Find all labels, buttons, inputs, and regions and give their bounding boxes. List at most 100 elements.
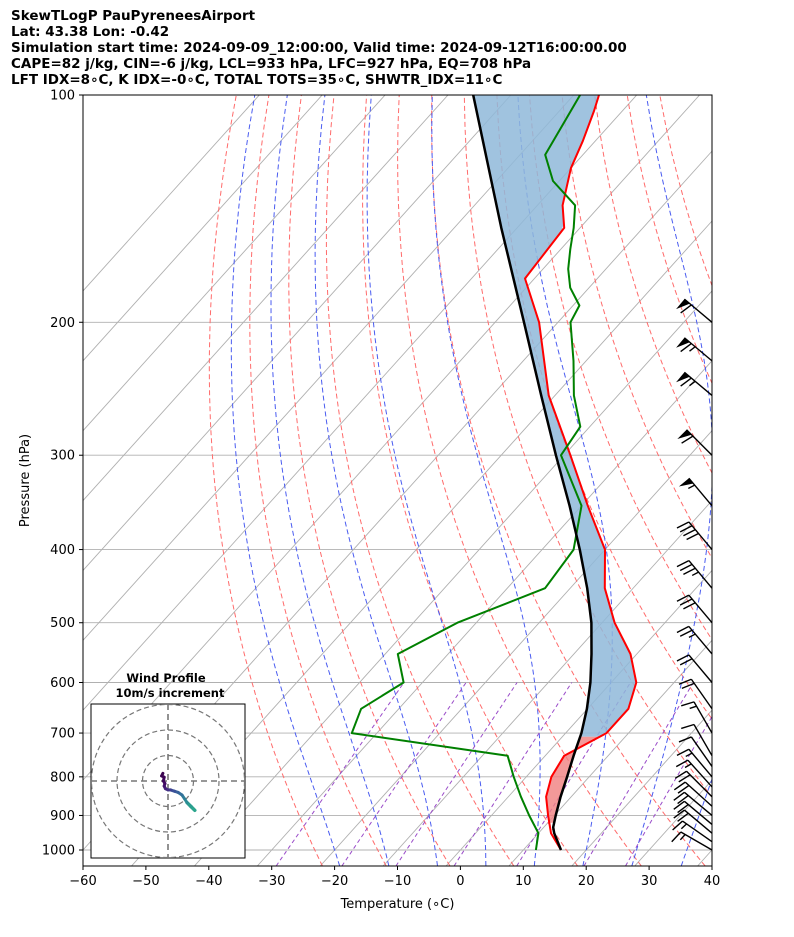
hodograph-segment	[160, 771, 165, 778]
chart-title: SkewTLogP PauPyreneesAirport	[11, 8, 256, 24]
location-line: Lat: 43.38 Lon: -0.42	[11, 24, 170, 40]
index-line: LFT IDX=8∘C, K IDX=-0∘C, TOTAL TOTS=35∘C…	[11, 72, 503, 88]
x-tick-label: −20	[321, 874, 348, 889]
hodograph-subtitle: 10m/s increment	[116, 686, 225, 700]
wind-barb-staff	[688, 594, 713, 624]
wind-barb-feather	[683, 567, 696, 575]
moist-adiabat-line	[366, 95, 487, 866]
wind-barb	[672, 820, 713, 843]
cape-line: CAPE=82 j/kg, CIN=-6 j/kg, LCL=933 hPa, …	[11, 56, 532, 72]
isotherm-line	[83, 95, 575, 642]
wind-barb-flag	[676, 299, 690, 310]
dry-adiabat-line	[561, 95, 712, 560]
x-axis-label: Temperature (∘C)	[340, 897, 455, 912]
wind-barb-half-feather	[679, 834, 686, 841]
x-tick-label: −30	[258, 874, 285, 889]
wind-barb-staff	[688, 560, 713, 589]
wind-barb-feather	[679, 658, 693, 666]
wind-barb-staff	[683, 791, 713, 816]
x-tick-label: 10	[515, 874, 532, 889]
wind-barb-half-feather	[684, 763, 692, 769]
x-tick-label: 30	[641, 874, 658, 889]
wind-barb-feather	[681, 723, 695, 730]
isotherm-line	[83, 95, 260, 292]
y-axis-label: Pressure (hPa)	[18, 434, 33, 527]
wind-barb	[678, 678, 713, 710]
isotherm-line	[194, 290, 712, 866]
y-tick-label: 900	[50, 809, 75, 824]
wind-barb-staff	[693, 701, 713, 734]
hodograph-title: Wind Profile	[126, 671, 206, 685]
dry-adiabat-line	[362, 95, 579, 866]
wind-barb-feather	[679, 563, 693, 572]
wind-barb-staff	[682, 820, 713, 843]
dry-adiabat-line	[594, 95, 712, 475]
wind-barb	[673, 781, 713, 807]
x-tick-label: −50	[132, 874, 159, 889]
isotherm-line	[445, 569, 712, 866]
wind-barb-feather	[680, 304, 692, 314]
wind-barb-feather	[678, 774, 691, 783]
wind-barb-feather	[677, 803, 689, 814]
wind-barb-feather	[678, 736, 692, 743]
wind-barb	[676, 654, 713, 683]
wind-barb	[676, 521, 713, 551]
wind-barb	[681, 701, 713, 734]
wind-barb	[675, 759, 713, 788]
wind-barb-flag	[676, 337, 690, 348]
wind-barb	[681, 723, 713, 757]
dry-adiabat-line	[463, 95, 712, 798]
wind-barb-feather	[676, 559, 690, 568]
x-tick-label: −60	[69, 874, 96, 889]
moist-adiabat-line	[680, 777, 712, 866]
dry-adiabat-line	[249, 95, 387, 866]
dry-adiabat-line	[659, 95, 712, 287]
y-tick-label: 100	[50, 89, 75, 104]
wind-barb-feather	[683, 529, 696, 537]
wind-barb	[678, 477, 713, 507]
mixing-ratio-line	[395, 682, 518, 866]
hodograph-plot	[91, 704, 245, 858]
wind-barb-feather	[677, 794, 689, 805]
mixing-ratio-line	[275, 682, 405, 866]
wind-barb-half-feather	[691, 571, 699, 577]
wind-barb-feather	[676, 625, 690, 634]
dry-adiabat-line	[430, 95, 706, 866]
isotherm-line	[382, 499, 712, 866]
wind-barb-half-feather	[689, 705, 697, 710]
wind-barb-staff	[688, 625, 713, 655]
wind-barb-staff	[686, 770, 713, 798]
x-tick-label: 0	[456, 874, 464, 889]
wind-barb	[671, 831, 713, 851]
x-tick-label: −40	[195, 874, 222, 889]
dewpoint-line	[350, 95, 583, 851]
wind-barb-feather	[681, 701, 695, 707]
dry-adiabat-line	[208, 95, 323, 866]
y-tick-label: 200	[50, 316, 75, 331]
wind-barb-half-feather	[680, 823, 688, 830]
wind-barb-feather	[671, 831, 682, 843]
wind-barb	[673, 809, 713, 834]
wind-barb-feather	[681, 682, 695, 690]
wind-barb-staff	[683, 809, 713, 834]
wind-barb-feather	[679, 629, 693, 637]
moist-adiabat-line	[230, 95, 341, 866]
x-tick-label: 20	[578, 874, 595, 889]
wind-barb-feather	[677, 812, 689, 822]
wind-barb-feather	[673, 809, 685, 819]
wind-barb-feather	[676, 594, 690, 602]
wind-barb-half-feather	[685, 752, 693, 758]
wind-barb-flag	[677, 429, 692, 439]
cin-area	[546, 736, 600, 823]
wind-barb-staff	[683, 298, 713, 323]
hodograph-ring	[116, 729, 220, 833]
wind-barb	[676, 594, 713, 624]
dry-adiabat-line	[529, 95, 712, 641]
wind-barb-staff	[688, 477, 713, 507]
isotherm-line	[131, 220, 712, 866]
y-tick-label: 500	[50, 616, 75, 631]
isotherm-line	[83, 95, 386, 432]
wind-barb-half-feather	[689, 380, 696, 387]
cape-area	[473, 95, 637, 737]
wind-barb-staff	[688, 521, 713, 551]
